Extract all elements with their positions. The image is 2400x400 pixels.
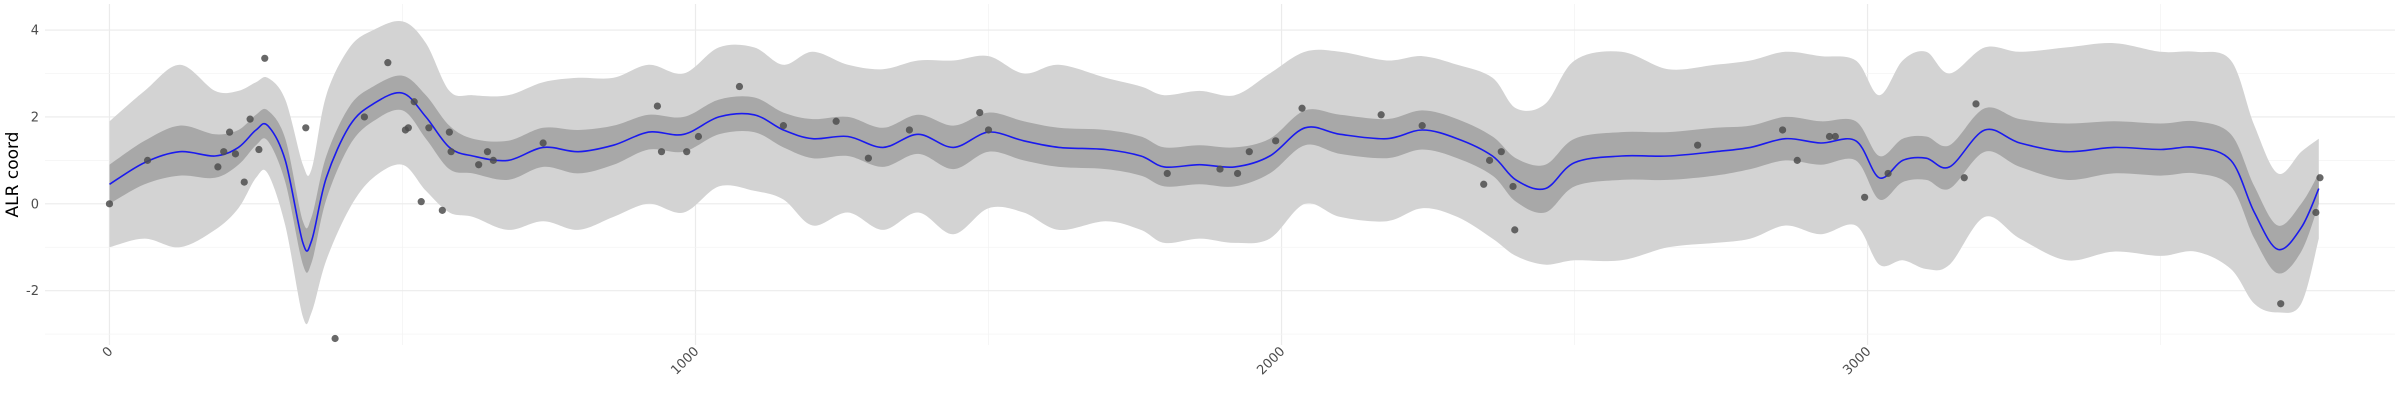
observed-points (105, 54, 2324, 343)
data-point (105, 200, 114, 208)
y-tick-label: 0 (31, 197, 39, 212)
data-point (447, 148, 455, 156)
data-point (1511, 226, 1519, 234)
data-point (1298, 104, 1306, 112)
data-point (302, 124, 310, 132)
data-point (1884, 169, 1892, 178)
data-point (657, 148, 666, 156)
data-point (1418, 122, 1426, 130)
data-point (445, 128, 453, 136)
mean-line-group (109, 91, 2320, 252)
data-point (1861, 193, 1869, 201)
data-point (735, 82, 744, 91)
data-point (905, 126, 914, 134)
data-point (417, 198, 425, 206)
data-point (1216, 165, 1224, 173)
data-point (483, 148, 492, 156)
data-point (984, 126, 993, 134)
data-point (1825, 132, 1834, 141)
data-point (438, 206, 446, 214)
data-point (226, 128, 234, 136)
y-axis-title: ALR coord (3, 132, 23, 218)
data-point (1163, 169, 1171, 178)
data-point (261, 54, 269, 62)
y-axis-tick-labels: -2 0 2 4 (26, 24, 39, 300)
data-point (220, 148, 228, 156)
inner-band (109, 75, 2319, 274)
data-point (489, 156, 497, 164)
data-point (1377, 111, 1385, 119)
data-point (539, 139, 547, 147)
data-point (683, 148, 691, 156)
data-point (1272, 137, 1280, 145)
mean-line (109, 91, 2320, 252)
data-point (404, 124, 412, 132)
data-point (1245, 148, 1253, 156)
data-point (2277, 300, 2285, 308)
y-tick-label: 2 (31, 110, 39, 125)
data-point (1480, 180, 1488, 188)
data-point (255, 145, 263, 154)
data-point (1694, 141, 1702, 149)
y-tick-label: 4 (31, 24, 39, 39)
data-point (425, 124, 433, 132)
data-point (331, 334, 339, 343)
data-point (779, 122, 788, 130)
data-point (240, 178, 248, 186)
data-point (1485, 156, 1494, 164)
data-point (1793, 156, 1801, 164)
confidence-bands (109, 20, 2319, 325)
data-point (360, 113, 368, 121)
data-point (832, 117, 840, 125)
data-point (214, 163, 222, 171)
data-point (1497, 148, 1505, 156)
data-point (976, 108, 984, 117)
data-point (1972, 100, 1980, 108)
data-point (1509, 182, 1517, 191)
data-point (2316, 174, 2324, 182)
data-point (143, 156, 152, 164)
data-point (246, 115, 254, 123)
data-point (231, 150, 240, 158)
data-point (410, 98, 418, 106)
data-point (1831, 132, 1839, 141)
y-tick-label: -2 (26, 284, 39, 299)
data-point (653, 102, 662, 110)
data-point (864, 154, 872, 162)
data-point (1778, 126, 1787, 134)
data-point (475, 161, 483, 169)
data-point (1233, 169, 1242, 178)
data-point (2312, 208, 2320, 217)
data-point (694, 132, 703, 141)
data-point (384, 59, 392, 67)
data-point (1960, 174, 1968, 182)
